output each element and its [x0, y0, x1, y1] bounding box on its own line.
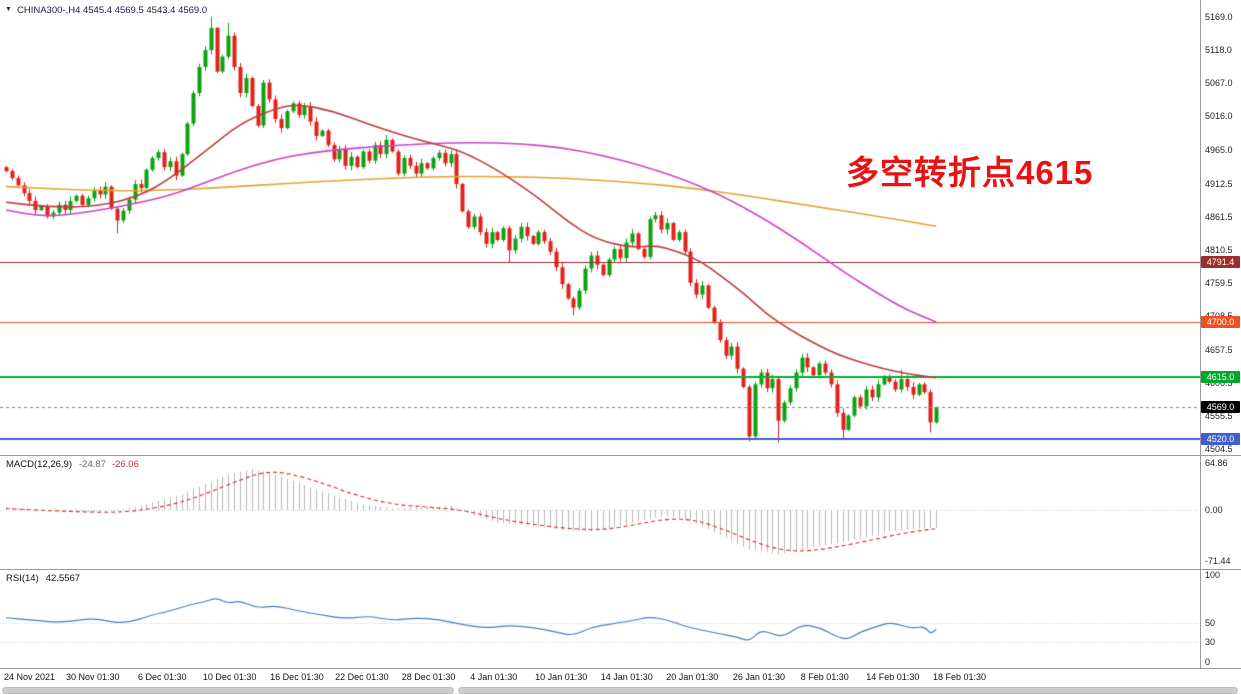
time-tick-label: 8 Feb 01:30	[800, 672, 849, 682]
rsi-axis[interactable]: 100 50 30 0	[1201, 570, 1241, 668]
price-chart-canvas[interactable]	[0, 0, 1200, 455]
macd-tick-label: 0.00	[1205, 504, 1223, 515]
price-tick-label: 4861.5	[1205, 211, 1233, 222]
current-price-tag: 4569.0	[1201, 401, 1240, 414]
price-tick-label: 4555.5	[1205, 410, 1233, 421]
rsi-value: 42.5567	[45, 573, 81, 584]
rsi-tick-label: 30	[1205, 636, 1216, 647]
time-tick-label: 26 Jan 01:30	[732, 672, 785, 682]
time-tick-label: 6 Dec 01:30	[137, 672, 187, 682]
panel-separator[interactable]	[0, 455, 1241, 456]
rsi-panel-canvas[interactable]	[0, 570, 1200, 668]
time-tick-label: 22 Dec 01:30	[335, 672, 389, 682]
price-tick-label: 5169.0	[1205, 11, 1233, 22]
price-axis-separator	[1200, 0, 1201, 669]
time-tick-label: 24 Nov 2021	[4, 672, 56, 682]
macd-label: MACD(12,26,9)	[6, 459, 72, 470]
symbol-ohlc-info: CHINA300-,H4 4545.4 4569.5 4543.4 4569.0	[17, 5, 208, 16]
annotation-text[interactable]: 多空转折点4615	[846, 154, 1094, 191]
macd-tick-label: -71.44	[1205, 556, 1231, 567]
time-tick-label: 14 Feb 01:30	[866, 672, 920, 682]
time-tick-label: 30 Nov 01:30	[66, 672, 120, 682]
time-tick-label: 10 Dec 01:30	[202, 672, 257, 682]
price-tick-label: 4965.0	[1205, 144, 1233, 155]
time-tick-label: 18 Feb 01:30	[932, 672, 987, 682]
time-axis[interactable]: 24 Nov 2021 30 Nov 01:30 6 Dec 01:30 10 Dec…	[0, 669, 1241, 685]
rsi-indicator-label: RSI(14) 42.5567	[6, 573, 80, 584]
time-tick-label: 14 Jan 01:30	[600, 672, 653, 682]
panel-separator	[0, 668, 1241, 669]
macd-indicator-label: MACD(12,26,9) -24.87 -26.06	[6, 459, 139, 470]
price-tick-label: 5067.0	[1205, 78, 1233, 89]
time-tick-label: 16 Dec 01:30	[270, 672, 324, 682]
price-tick-label: 5118.0	[1205, 45, 1232, 56]
price-level-tag: 4700.0	[1201, 315, 1240, 328]
panel-separator[interactable]	[0, 569, 1241, 570]
price-tick-label: 4810.5	[1205, 245, 1233, 256]
chart-expand-arrow-icon[interactable]: ▼	[5, 6, 12, 13]
rsi-label: RSI(14)	[6, 573, 39, 584]
price-tick-label: 4657.5	[1205, 344, 1233, 355]
price-tick-label: 4759.5	[1205, 278, 1233, 289]
price-axis[interactable]: 5169.0 5118.0 5067.0 5016.0 4965.0 4912.5 4861…	[1201, 0, 1241, 455]
h-scrollbar-left[interactable]	[2, 687, 454, 694]
time-tick-label: 20 Jan 01:30	[666, 672, 719, 682]
macd-panel-canvas[interactable]	[0, 456, 1200, 568]
macd-axis[interactable]: 64.86 0.00 -71.44	[1201, 456, 1241, 568]
price-tick-label: 5016.0	[1205, 111, 1233, 122]
macd-tick-label: 64.86	[1205, 458, 1228, 469]
h-scrollbar-right[interactable]	[458, 687, 1238, 694]
price-level-tag: 4791.4	[1201, 256, 1240, 269]
rsi-tick-label: 50	[1205, 617, 1216, 628]
price-level-tag: 4615.0	[1201, 371, 1240, 384]
macd-signal-value: -26.06	[111, 459, 139, 470]
price-level-tag: 4520.0	[1201, 432, 1240, 445]
rsi-tick-label: 0	[1205, 657, 1211, 667]
time-tick-label: 10 Jan 01:30	[535, 672, 588, 682]
price-tick-label: 4504.5	[1205, 444, 1233, 455]
price-tick-label: 4912.5	[1205, 178, 1233, 189]
macd-main-value: -24.87	[79, 459, 106, 470]
rsi-tick-label: 100	[1205, 570, 1221, 581]
time-tick-label: 4 Jan 01:30	[470, 672, 518, 682]
time-tick-label: 28 Dec 01:30	[401, 672, 456, 682]
